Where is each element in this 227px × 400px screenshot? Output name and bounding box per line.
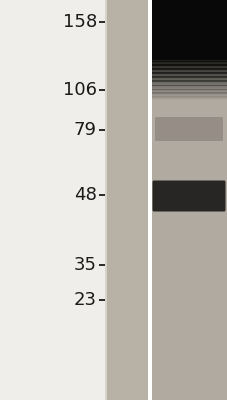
Bar [147,0,151,400]
Text: 48: 48 [74,186,96,204]
Text: 23: 23 [74,291,96,309]
Bar [151,97,227,99]
Bar [151,71,227,72]
Bar [151,79,227,80]
Bar [151,92,227,94]
Text: 158: 158 [62,13,96,31]
Bar [151,68,227,70]
Text: 106: 106 [63,81,96,99]
Text: 35: 35 [74,256,96,274]
Bar [0,0,105,400]
Bar [151,77,227,79]
Bar [151,91,227,92]
Bar [151,99,227,100]
Bar [151,63,227,64]
Bar [151,0,227,400]
Bar [151,67,227,68]
Bar [151,64,227,66]
Bar [151,73,227,75]
Bar [151,75,227,76]
Bar [151,93,227,95]
Bar [151,88,227,90]
Bar [151,0,227,60]
Bar [151,69,227,71]
Bar [106,0,147,400]
Bar [151,89,227,91]
Bar [151,76,227,78]
Bar [151,83,227,84]
Text: 79: 79 [74,121,96,139]
Bar [151,81,227,83]
FancyBboxPatch shape [154,117,222,141]
FancyBboxPatch shape [152,180,225,212]
Bar [151,65,227,67]
Bar [151,61,227,63]
Bar [151,72,227,74]
Bar [151,84,227,86]
Bar [151,87,227,88]
Bar [151,95,227,96]
Bar [151,80,227,82]
Bar [151,96,227,98]
Bar [151,85,227,87]
Bar [151,60,227,62]
